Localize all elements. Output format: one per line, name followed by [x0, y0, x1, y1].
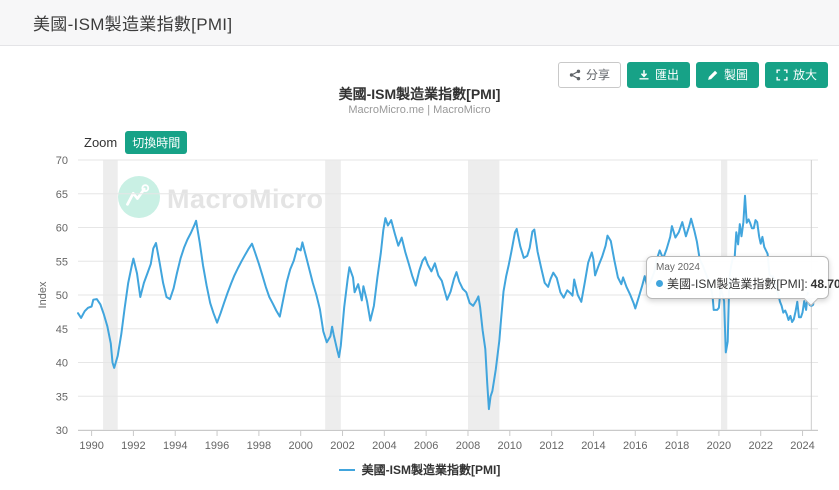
tooltip-value: 48.70 — [810, 276, 839, 291]
y-tick-label: 55 — [56, 256, 68, 268]
y-tick-label: 30 — [56, 425, 68, 437]
x-tick-label: 2016 — [623, 440, 647, 452]
x-tick-label: 1996 — [205, 440, 229, 452]
pencil-icon — [707, 69, 719, 81]
y-tick-label: 65 — [56, 189, 68, 201]
y-tick-label: 50 — [56, 290, 68, 302]
x-tick-label: 2004 — [372, 440, 396, 452]
x-tick-label: 2024 — [790, 440, 814, 452]
legend-label: 美國-ISM製造業指數[PMI] — [361, 463, 501, 477]
series-marker-dot-icon — [656, 280, 663, 287]
enlarge-button-label: 放大 — [792, 68, 817, 82]
y-tick-label: 45 — [56, 324, 68, 336]
x-tick-label: 2010 — [498, 440, 522, 452]
x-tick-label: 2000 — [288, 440, 312, 452]
share-button-label: 分享 — [585, 68, 610, 82]
enlarge-button[interactable]: 放大 — [764, 62, 828, 88]
legend-line-icon — [338, 468, 355, 471]
x-tick-label: 2008 — [456, 440, 480, 452]
share-button[interactable]: 分享 — [557, 62, 621, 88]
x-tick-label: 2022 — [748, 440, 772, 452]
x-tick-label: 2014 — [581, 440, 605, 452]
chart-tooltip: May 2024 美國-ISM製造業指數[PMI]: 48.70 — [646, 256, 839, 307]
x-tick-label: 1998 — [247, 440, 271, 452]
x-tick-label: 2012 — [539, 440, 563, 452]
page-header: 美國-ISM製造業指數[PMI] — [0, 0, 839, 46]
y-tick-label: 60 — [56, 223, 68, 235]
draw-chart-button[interactable]: 製圖 — [695, 62, 759, 88]
draw-chart-button-label: 製圖 — [723, 68, 748, 82]
switch-time-button[interactable]: 切換時間 — [125, 131, 188, 154]
x-tick-label: 1990 — [79, 440, 103, 452]
tooltip-date: May 2024 — [656, 262, 700, 273]
share-icon — [569, 69, 581, 81]
zoom-control: Zoom 切換時間 — [84, 131, 188, 154]
tooltip-series-row: 美國-ISM製造業指數[PMI]: 48.70 — [656, 275, 839, 292]
y-tick-label: 40 — [56, 358, 68, 370]
tooltip-series-label: 美國-ISM製造業指數[PMI]: — [667, 277, 808, 291]
x-tick-label: 2006 — [414, 440, 438, 452]
x-tick-label: 2020 — [707, 440, 731, 452]
legend-item-pmi[interactable]: 美國-ISM製造業指數[PMI] — [0, 461, 839, 478]
x-tick-label: 2018 — [665, 440, 689, 452]
chart-subtitle: MacroMicro.me | MacroMicro — [348, 104, 491, 116]
y-tick-label: 35 — [56, 391, 68, 403]
page-title: 美國-ISM製造業指數[PMI] — [33, 15, 233, 34]
expand-icon — [776, 69, 788, 81]
y-axis-title: Index — [37, 281, 49, 308]
x-tick-label: 1992 — [121, 440, 145, 452]
watermark-text: MacroMicro — [167, 184, 324, 214]
chart-title: 美國-ISM製造業指數[PMI] — [338, 86, 501, 102]
x-tick-label: 1994 — [163, 440, 187, 452]
download-icon — [638, 69, 650, 81]
zoom-label: Zoom — [84, 135, 118, 150]
watermark: MacroMicro — [118, 176, 324, 223]
export-button-label: 匯出 — [654, 68, 679, 82]
chart-toolbar: 分享 匯出 製圖 — [557, 62, 828, 88]
export-button[interactable]: 匯出 — [626, 62, 690, 88]
x-tick-label: 2002 — [330, 440, 354, 452]
y-tick-label: 70 — [56, 155, 68, 167]
